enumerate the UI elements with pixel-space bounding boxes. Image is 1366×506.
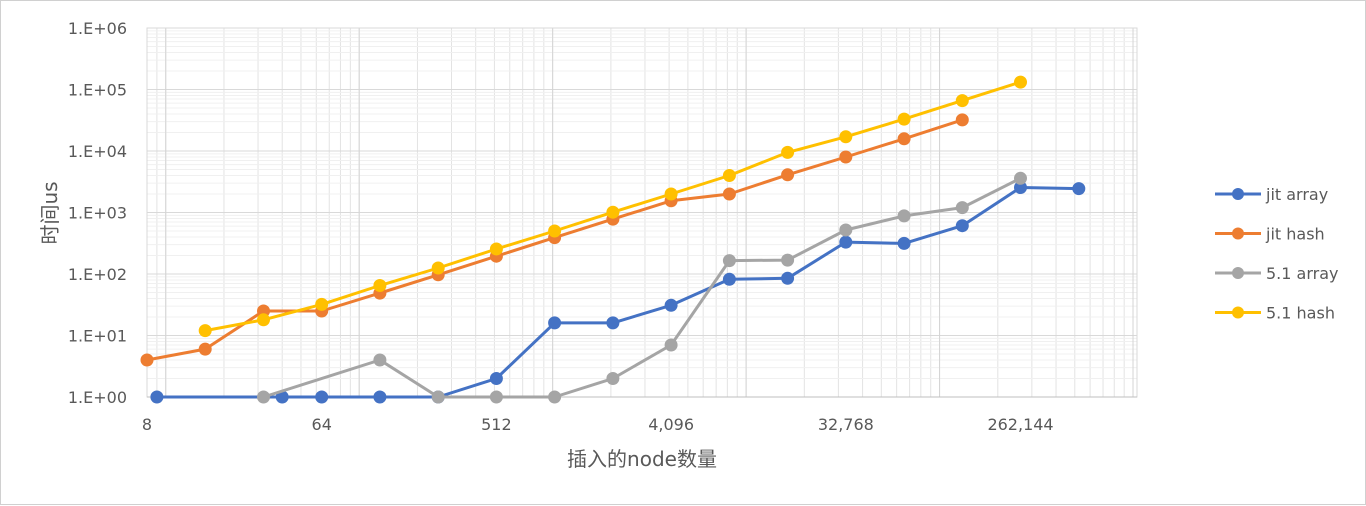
data-point xyxy=(722,169,736,182)
data-point xyxy=(722,187,736,201)
x-tick-label: 4,096 xyxy=(648,415,694,434)
data-point xyxy=(373,390,387,404)
data-point xyxy=(257,313,270,327)
data-point xyxy=(955,219,969,233)
data-point xyxy=(839,150,853,164)
series-5-1-array xyxy=(257,171,1027,404)
legend-entry: 5.1 hash xyxy=(1215,304,1335,323)
legend-swatch-marker xyxy=(1232,306,1244,319)
legend-swatch-marker xyxy=(1232,267,1244,279)
legend: jit array jit hash 5.1 array 5.1 hash xyxy=(1215,185,1338,323)
y-tick-label: 1.E+02 xyxy=(68,265,127,284)
y-tick-label: 1.E+01 xyxy=(68,327,127,346)
data-point xyxy=(781,271,795,285)
data-point xyxy=(839,130,853,144)
data-point xyxy=(664,298,678,312)
x-tick-label: 8 xyxy=(142,415,152,434)
data-point xyxy=(897,112,911,126)
y-axis-title: 时间us xyxy=(38,181,62,244)
data-point xyxy=(1014,75,1027,89)
x-tick-label: 262,144 xyxy=(987,415,1053,434)
data-point xyxy=(198,324,212,338)
data-point xyxy=(315,390,329,404)
legend-label: jit hash xyxy=(1265,225,1325,244)
y-axis-tick-labels: 1.E+00 1.E+01 1.E+02 1.E+03 1.E+04 1.E+05 1.E+… xyxy=(68,19,127,407)
x-tick-label: 64 xyxy=(312,415,332,434)
series-5-1-hash xyxy=(198,75,1027,338)
data-point xyxy=(548,224,562,238)
data-point xyxy=(548,390,562,404)
data-point xyxy=(664,338,678,352)
legend-entry: jit hash xyxy=(1215,225,1325,244)
data-point xyxy=(150,390,164,404)
data-point xyxy=(897,209,911,223)
x-axis-title: 插入的node数量 xyxy=(567,447,717,471)
data-point xyxy=(431,390,445,404)
legend-swatch-marker xyxy=(1232,227,1244,240)
data-point xyxy=(606,316,620,330)
legend-label: 5.1 hash xyxy=(1266,304,1335,323)
data-point xyxy=(722,254,736,268)
legend-entry: jit array xyxy=(1215,185,1328,204)
data-point xyxy=(664,187,678,201)
data-point xyxy=(897,236,911,250)
data-point xyxy=(781,145,795,159)
data-point xyxy=(955,201,969,215)
data-point xyxy=(489,242,503,256)
data-point xyxy=(781,168,795,182)
x-axis-tick-labels: 8 64 512 4,096 32,768 262,144 xyxy=(142,415,1054,434)
data-point xyxy=(781,253,795,267)
x-tick-label: 512 xyxy=(481,415,512,434)
y-tick-label: 1.E+04 xyxy=(68,142,127,161)
legend-label: 5.1 array xyxy=(1266,264,1338,283)
data-point xyxy=(839,223,853,237)
y-tick-label: 1.E+03 xyxy=(68,204,127,223)
data-point xyxy=(431,261,445,275)
data-point xyxy=(897,132,911,146)
data-point xyxy=(606,205,620,219)
legend-swatch-marker xyxy=(1232,188,1244,200)
data-point xyxy=(257,390,270,404)
data-point xyxy=(606,372,620,385)
data-point xyxy=(722,272,736,286)
series-line xyxy=(156,186,1079,399)
data-point xyxy=(315,297,329,311)
y-tick-label: 1.E+06 xyxy=(68,19,127,38)
data-point xyxy=(373,279,387,292)
x-tick-label: 32,768 xyxy=(818,415,874,434)
data-point xyxy=(548,316,562,330)
series-layer xyxy=(140,75,1086,404)
data-point xyxy=(373,353,387,367)
data-point xyxy=(839,235,853,249)
data-point xyxy=(955,113,969,127)
data-point xyxy=(1014,171,1027,185)
data-point xyxy=(198,342,212,356)
y-tick-label: 1.E+05 xyxy=(68,81,127,100)
data-point xyxy=(1072,182,1086,196)
y-tick-label: 1.E+00 xyxy=(68,388,127,407)
data-point xyxy=(489,390,503,404)
data-point xyxy=(140,353,154,367)
legend-entry: 5.1 array xyxy=(1215,264,1338,283)
legend-label: jit array xyxy=(1265,185,1328,204)
series-jit-array xyxy=(150,181,1086,404)
data-point xyxy=(489,372,503,385)
data-point xyxy=(955,94,969,108)
